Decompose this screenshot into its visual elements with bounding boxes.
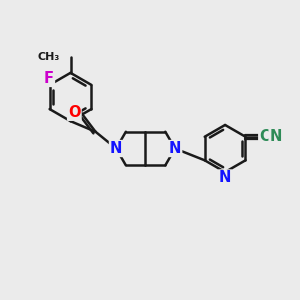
Text: F: F [44, 71, 54, 86]
Text: CH₃: CH₃ [38, 52, 60, 62]
Text: N: N [270, 129, 282, 144]
Text: O: O [68, 105, 81, 120]
Text: N: N [219, 170, 231, 185]
Text: N: N [169, 141, 181, 156]
Text: N: N [110, 141, 122, 156]
Text: C: C [259, 129, 270, 144]
